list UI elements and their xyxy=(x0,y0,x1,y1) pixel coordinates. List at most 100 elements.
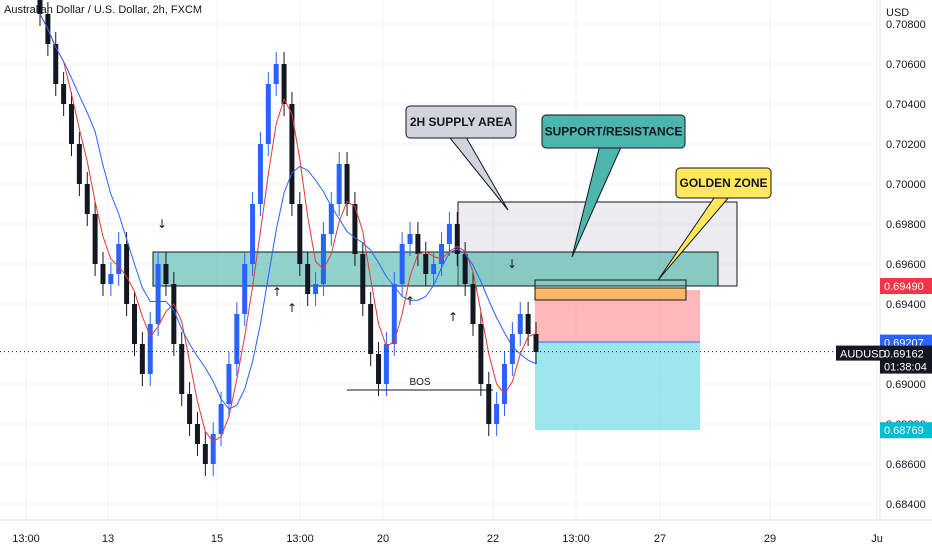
candle-body xyxy=(376,354,382,384)
price-tick-label: 0.70400 xyxy=(886,99,926,111)
target-price-tag-bg xyxy=(880,422,932,439)
arrow-up-icon: ↑ xyxy=(405,294,415,308)
ma-fast-line xyxy=(39,13,537,443)
candle-body xyxy=(265,84,271,144)
candle-body xyxy=(446,224,452,244)
candle-body xyxy=(431,264,437,274)
candle-body xyxy=(108,274,114,284)
candle-body xyxy=(61,84,67,104)
candle-body xyxy=(92,214,98,264)
candle-body xyxy=(368,304,374,354)
candle-body xyxy=(454,224,460,254)
symbol-tag-text: AUDUSD xyxy=(840,349,887,361)
candle-body xyxy=(131,304,137,344)
price-tick-label: 0.69000 xyxy=(886,379,926,391)
candle-body xyxy=(391,284,397,344)
time-tick-label: 13:00 xyxy=(562,533,590,545)
arrow-down-icon: ↓ xyxy=(507,257,517,271)
support-resistance-callout-label: SUPPORT/RESISTANCE xyxy=(545,125,683,139)
price-tick-label: 0.69600 xyxy=(886,259,926,271)
candle-body xyxy=(242,264,248,314)
price-tick-label: 0.70800 xyxy=(886,19,926,31)
support-resistance-callout-box xyxy=(541,114,686,149)
axis-currency: USD xyxy=(886,7,909,19)
current-price-tag-bg xyxy=(880,345,932,374)
candle-body xyxy=(399,244,405,284)
target-zone xyxy=(535,342,700,430)
candle-body xyxy=(336,164,342,204)
candle-body xyxy=(187,394,193,424)
candle-body xyxy=(297,204,303,264)
candle-body xyxy=(234,314,240,364)
ma-slow-line xyxy=(39,13,537,410)
candle-body xyxy=(194,424,200,444)
time-tick-label: 13:00 xyxy=(286,533,314,545)
time-axis-bg xyxy=(0,520,932,550)
golden-zone-outline xyxy=(534,279,687,289)
price-tick-label: 0.69800 xyxy=(886,219,926,231)
candle-body xyxy=(163,264,169,284)
time-tick-label: 29 xyxy=(764,533,776,545)
candle-body xyxy=(313,284,319,294)
candle-body xyxy=(328,204,334,234)
golden-zone-callout-box xyxy=(675,167,772,199)
candle-body xyxy=(100,264,106,284)
candle-body xyxy=(202,444,208,464)
candle-body xyxy=(439,244,445,264)
golden-zone xyxy=(534,287,687,301)
time-tick-label: 27 xyxy=(654,533,666,545)
price-tick-label: 0.69400 xyxy=(886,299,926,311)
candle-body xyxy=(210,434,216,464)
candle-body xyxy=(486,384,492,424)
candle-body xyxy=(533,334,539,352)
price-tick-label: 0.70000 xyxy=(886,179,926,191)
candle-body xyxy=(352,204,358,254)
candle-body xyxy=(305,264,311,294)
candle-body xyxy=(116,244,122,274)
candle-body xyxy=(344,164,350,204)
candle-body xyxy=(37,0,43,15)
arrow-up-icon: ↑ xyxy=(448,310,458,324)
arrow-down-icon: ↓ xyxy=(157,217,167,231)
candle-body xyxy=(423,254,429,274)
candle-body xyxy=(155,264,161,324)
time-tick-label: 22 xyxy=(487,533,499,545)
candle-body xyxy=(179,344,185,394)
price-tick-label: 0.68400 xyxy=(886,499,926,511)
candle-body xyxy=(470,284,476,324)
candle-body xyxy=(360,254,366,304)
price-tick-label: 0.70600 xyxy=(886,59,926,71)
candle-body xyxy=(281,64,287,104)
chart-title: Australian Dollar / U.S. Dollar, 2h, FXC… xyxy=(4,4,203,16)
price-tick-label: 0.68600 xyxy=(886,459,926,471)
supply-callout-box xyxy=(405,105,517,139)
candle-body xyxy=(76,144,82,184)
candle-body xyxy=(250,204,256,264)
candle-body xyxy=(383,344,389,384)
candle-body xyxy=(494,404,500,424)
candle-body xyxy=(147,324,153,374)
candle-body xyxy=(273,64,279,84)
price-axis-bg xyxy=(880,0,932,550)
current-price-tag-text: 01:38:04 xyxy=(884,362,927,374)
candle-body xyxy=(478,324,484,384)
candle-body xyxy=(289,104,295,204)
time-tick-label: 20 xyxy=(377,533,389,545)
time-tick-label: 13 xyxy=(102,533,114,545)
candle-body xyxy=(415,234,421,254)
candle-body xyxy=(502,364,508,404)
candle-body xyxy=(226,364,232,404)
time-tick-label: Ju xyxy=(871,533,883,545)
time-tick-label: 13:00 xyxy=(12,533,40,545)
candle-body xyxy=(509,334,515,364)
current-price-tag-text: 0.69162 xyxy=(884,349,924,361)
time-tick-label: 15 xyxy=(211,533,223,545)
candle-body xyxy=(124,244,130,304)
candle-body xyxy=(218,404,224,434)
candle-body xyxy=(525,314,531,334)
candle-body xyxy=(84,184,90,214)
candle-body xyxy=(462,254,468,284)
candle-body xyxy=(171,284,177,344)
candle-body xyxy=(68,104,74,144)
